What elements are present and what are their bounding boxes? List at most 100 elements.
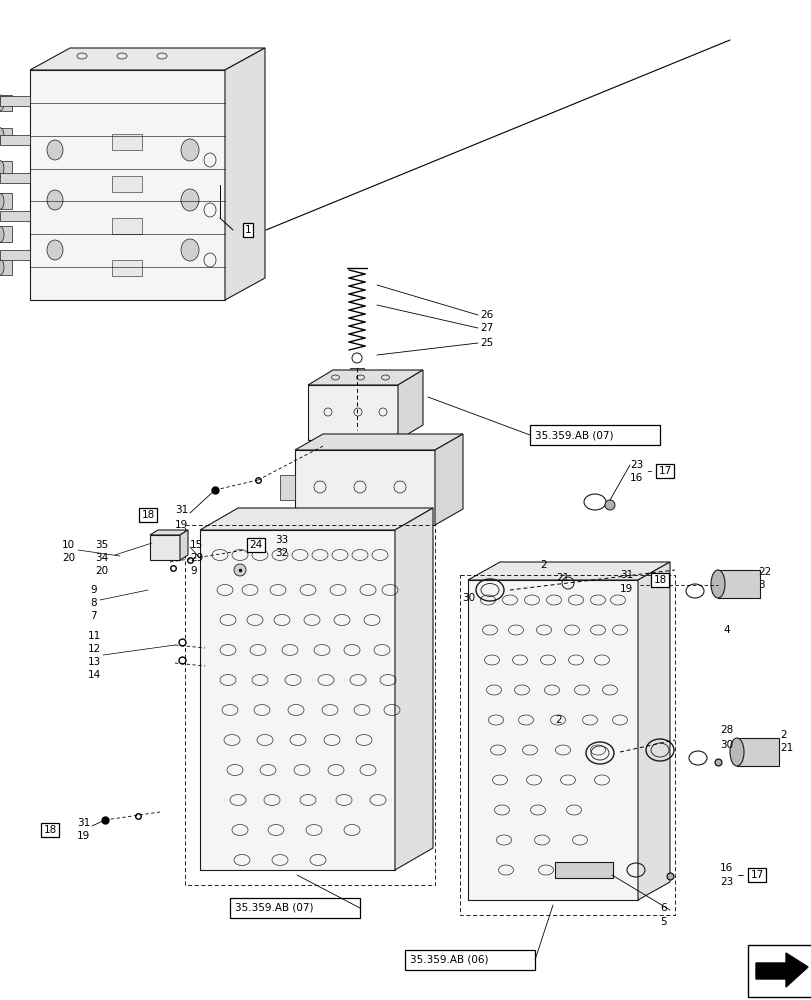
Text: 30: 30 — [461, 593, 474, 603]
Polygon shape — [200, 530, 394, 870]
Text: 27: 27 — [479, 323, 492, 333]
Text: 18: 18 — [43, 825, 57, 835]
Ellipse shape — [710, 570, 724, 598]
Polygon shape — [467, 562, 669, 580]
Ellipse shape — [0, 226, 4, 242]
Text: 25: 25 — [479, 338, 492, 348]
Text: 31: 31 — [620, 570, 633, 580]
Bar — [230, 898, 359, 918]
Text: 2: 2 — [539, 560, 546, 570]
Text: 22: 22 — [757, 567, 770, 577]
Text: 2: 2 — [554, 715, 561, 725]
Bar — [0, 161, 12, 177]
Text: 1: 1 — [244, 225, 251, 235]
Polygon shape — [307, 385, 397, 440]
Text: 31: 31 — [175, 505, 188, 515]
Bar — [0, 226, 12, 242]
Bar — [350, 368, 363, 378]
Bar — [0, 128, 12, 144]
Text: 19: 19 — [175, 520, 188, 530]
Ellipse shape — [0, 95, 4, 111]
Polygon shape — [755, 953, 807, 987]
Text: 23: 23 — [719, 877, 732, 887]
Bar — [0, 193, 12, 209]
Text: 23: 23 — [629, 460, 642, 470]
Text: 4: 4 — [722, 625, 729, 635]
Polygon shape — [150, 535, 180, 560]
Text: 13: 13 — [88, 657, 101, 667]
Polygon shape — [200, 508, 432, 530]
Text: 19: 19 — [620, 584, 633, 594]
Text: 11: 11 — [88, 631, 101, 641]
Ellipse shape — [604, 500, 614, 510]
Text: 31: 31 — [77, 818, 90, 828]
Polygon shape — [435, 434, 462, 525]
Text: 16: 16 — [719, 863, 732, 873]
Text: 17: 17 — [749, 870, 762, 880]
Text: 19: 19 — [77, 831, 90, 841]
Ellipse shape — [0, 193, 4, 209]
Text: 6: 6 — [659, 903, 666, 913]
Polygon shape — [30, 70, 225, 300]
Text: 29: 29 — [190, 553, 203, 563]
Ellipse shape — [0, 259, 4, 275]
Text: 10: 10 — [62, 540, 75, 550]
Text: 20: 20 — [62, 553, 75, 563]
Bar — [0, 250, 30, 260]
Bar — [0, 173, 30, 183]
Bar — [554, 862, 612, 878]
Ellipse shape — [47, 140, 63, 160]
Ellipse shape — [47, 240, 63, 260]
Ellipse shape — [234, 564, 246, 576]
Ellipse shape — [729, 738, 743, 766]
Polygon shape — [394, 508, 432, 870]
Text: 18: 18 — [653, 575, 666, 585]
Text: 28: 28 — [719, 725, 732, 735]
Text: 20: 20 — [95, 566, 108, 576]
Text: 9: 9 — [90, 585, 97, 595]
Bar — [185, 525, 435, 885]
Polygon shape — [397, 370, 423, 440]
Text: 14: 14 — [88, 670, 101, 680]
Polygon shape — [30, 48, 264, 70]
Ellipse shape — [47, 190, 63, 210]
Bar — [460, 575, 674, 915]
Text: 35.359.AB (06): 35.359.AB (06) — [410, 955, 488, 965]
Polygon shape — [294, 434, 462, 450]
Polygon shape — [294, 450, 435, 525]
Bar — [0, 211, 30, 221]
Text: 5: 5 — [659, 917, 666, 927]
Bar — [280, 475, 294, 500]
Ellipse shape — [0, 128, 4, 144]
Bar — [112, 218, 142, 234]
Text: 34: 34 — [95, 553, 108, 563]
Text: 16: 16 — [629, 473, 642, 483]
Text: 12: 12 — [88, 644, 101, 654]
Bar — [0, 96, 30, 106]
Text: 35: 35 — [95, 540, 108, 550]
Polygon shape — [225, 48, 264, 300]
Bar — [112, 134, 142, 150]
Ellipse shape — [181, 239, 199, 261]
Text: 35.359.AB (07): 35.359.AB (07) — [534, 430, 613, 440]
Text: 24: 24 — [249, 540, 262, 550]
Polygon shape — [307, 370, 423, 385]
Bar — [747, 945, 811, 997]
Bar — [112, 260, 142, 276]
Polygon shape — [180, 530, 188, 560]
Bar — [112, 176, 142, 192]
Bar — [0, 135, 30, 145]
Text: 7: 7 — [90, 611, 97, 621]
Bar — [530, 425, 659, 445]
Ellipse shape — [0, 161, 4, 177]
Ellipse shape — [181, 189, 199, 211]
Polygon shape — [637, 562, 669, 900]
Bar — [405, 950, 534, 970]
Text: 32: 32 — [275, 548, 288, 558]
Bar — [0, 259, 12, 275]
Bar — [717, 570, 759, 598]
Text: 35.359.AB (07): 35.359.AB (07) — [234, 903, 313, 913]
Text: 21: 21 — [556, 573, 569, 583]
Text: 21: 21 — [779, 743, 792, 753]
Text: 8: 8 — [90, 598, 97, 608]
